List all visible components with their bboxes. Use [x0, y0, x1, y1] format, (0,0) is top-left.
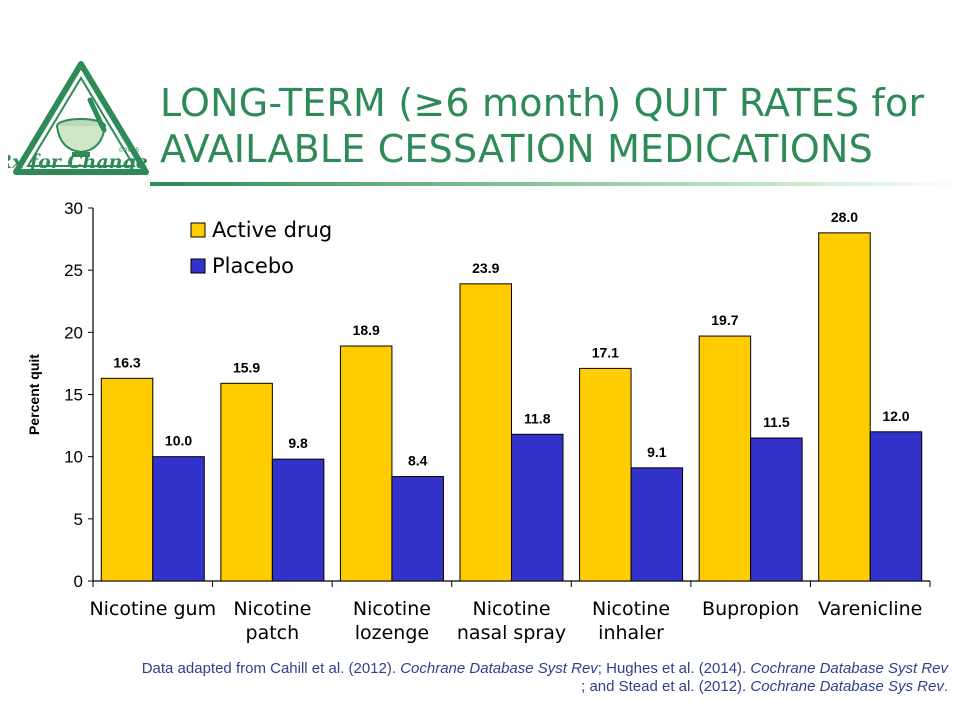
- y-tick-label: 20: [64, 323, 83, 342]
- logo-copyright: ©2005: [118, 147, 139, 154]
- legend-swatch-active: [190, 222, 206, 238]
- placebo-value-label: 8.4: [408, 453, 428, 469]
- active-drug-bar: [818, 232, 871, 582]
- active-drug-bar: [220, 382, 273, 582]
- active-drug-bar: [459, 283, 512, 582]
- active-drug-value-label: 19.7: [711, 312, 738, 328]
- x-category-label: Varenicline: [818, 598, 922, 620]
- x-category-label: lozenge: [355, 622, 429, 644]
- x-category-label: Nicotine gum: [89, 598, 216, 620]
- placebo-value-label: 11.5: [763, 414, 790, 430]
- active-drug-value-label: 15.9: [233, 359, 260, 375]
- placebo-value-label: 10.0: [165, 433, 192, 449]
- y-tick-label: 5: [74, 510, 83, 529]
- active-drug-value-label: 23.9: [472, 260, 499, 276]
- x-category-label: Nicotine: [592, 598, 670, 620]
- placebo-bar: [271, 458, 325, 582]
- active-drug-value-label: 28.0: [831, 209, 858, 225]
- rx-for-change-logo: Rx for Change ©2005: [8, 61, 149, 175]
- x-category-label: patch: [246, 622, 300, 644]
- active-drug-value-label: 18.9: [353, 322, 380, 338]
- x-category-label: nasal spray: [457, 622, 566, 644]
- y-axis-title: Percent quit: [26, 354, 42, 435]
- x-category-label: Nicotine: [472, 598, 550, 620]
- placebo-value-label: 9.1: [647, 444, 667, 460]
- placebo-value-label: 9.8: [288, 435, 308, 451]
- y-tick-label: 10: [64, 448, 83, 467]
- placebo-bar: [869, 431, 923, 582]
- placebo-bar: [750, 437, 803, 582]
- active-drug-bar: [339, 345, 393, 582]
- active-drug-bar: [698, 335, 752, 582]
- placebo-bar: [152, 456, 205, 582]
- page-title: LONG-TERM (≥6 month) QUIT RATES for AVAI…: [160, 80, 950, 172]
- legend-swatch-placebo: [190, 258, 206, 274]
- y-tick-label: 30: [64, 199, 83, 218]
- placebo-bar: [630, 467, 684, 582]
- quit-rates-bar-chart: 0 5 10 15 20 25 30 Percent quit 16.3 10.0 Nicotine…: [26, 199, 931, 644]
- source-footnote: Data adapted from Cahill et al. (2012). …: [141, 660, 948, 695]
- title-line-2: AVAILABLE CESSATION MEDICATIONS: [160, 127, 873, 171]
- legend-label-placebo: Placebo: [212, 254, 294, 278]
- x-category-label: inhaler: [598, 622, 664, 644]
- active-drug-value-label: 17.1: [592, 344, 619, 360]
- title-divider: [150, 182, 960, 186]
- active-drug-bar: [100, 377, 154, 582]
- y-tick-label: 15: [64, 386, 83, 405]
- active-drug-value-label: 16.3: [113, 354, 140, 370]
- title-line-1: LONG-TERM (≥6 month) QUIT RATES for: [160, 81, 925, 125]
- placebo-value-label: 11.8: [524, 410, 551, 426]
- active-drug-bar: [579, 367, 632, 582]
- placebo-value-label: 12.0: [882, 408, 909, 424]
- y-tick-label: 25: [64, 261, 83, 280]
- y-tick-label: 0: [74, 572, 83, 591]
- placebo-bar: [391, 476, 444, 582]
- placebo-bar: [511, 433, 564, 582]
- x-category-label: Nicotine: [353, 598, 431, 620]
- x-category-label: Bupropion: [702, 598, 799, 620]
- x-category-label: Nicotine: [233, 598, 311, 620]
- legend-label-active: Active drug: [212, 218, 332, 242]
- logo-text: Rx for Change: [8, 151, 148, 173]
